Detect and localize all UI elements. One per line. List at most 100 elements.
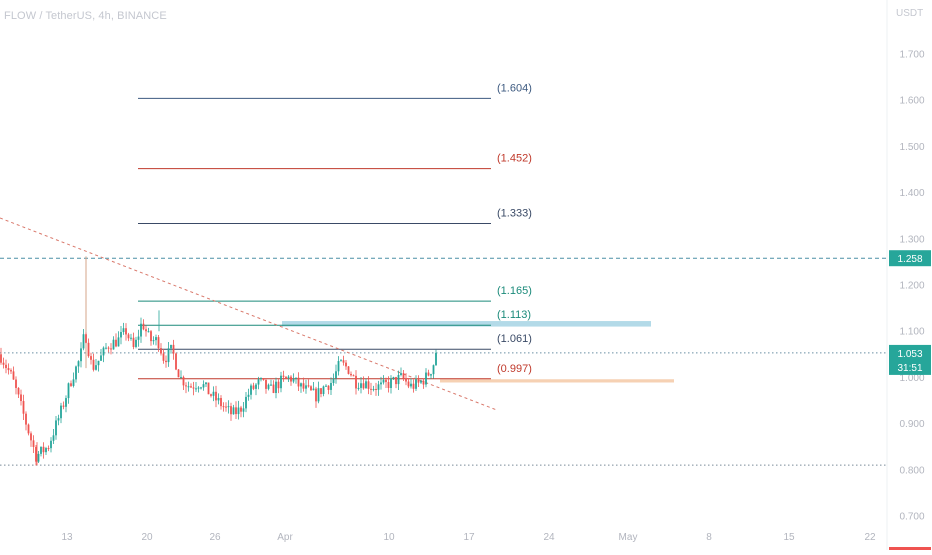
candle-body: [222, 406, 225, 408]
current-price-value: 1.053: [897, 349, 922, 360]
candle-body: [37, 453, 40, 462]
candle-body: [335, 371, 337, 379]
time-axis: 13 20 26 Apr 10 17 24 May 8 15 22: [61, 532, 876, 543]
candle-body: [302, 383, 305, 389]
candle-body: [410, 383, 412, 387]
candle-body: [87, 342, 90, 357]
candle-body: [305, 385, 307, 389]
candle-body: [177, 369, 180, 378]
candle-body: [430, 374, 432, 376]
candle-body: [312, 388, 315, 391]
candle-body: [380, 382, 382, 385]
candle-body: [115, 339, 117, 347]
candle-body: [315, 388, 317, 402]
candle-body: [10, 370, 12, 372]
candle-body: [187, 386, 190, 388]
x-tick-label: 10: [383, 532, 395, 543]
candle-body: [397, 374, 400, 385]
candle-body: [90, 356, 92, 360]
candle-body: [197, 387, 200, 389]
candle-body: [100, 355, 102, 361]
candle-body: [317, 388, 320, 402]
candle-body: [255, 384, 257, 389]
level-label: (1.604): [497, 82, 532, 94]
candle-body: [182, 376, 185, 386]
x-tick-label: 26: [209, 532, 221, 543]
y-tick-label: 1.600: [899, 96, 924, 107]
candle-body: [260, 378, 262, 380]
candle-body: [412, 383, 415, 389]
candle-body: [170, 344, 172, 349]
candle-body: [7, 368, 10, 371]
candle-body: [175, 353, 177, 370]
candle-body: [342, 360, 345, 363]
candle-body: [240, 407, 242, 412]
candle-body: [355, 375, 357, 389]
candle-body: [25, 413, 27, 425]
candle-body: [167, 348, 170, 363]
candle-body: [295, 377, 297, 379]
x-tick-label: 13: [61, 532, 73, 543]
candle-body: [267, 384, 270, 389]
candle-body: [45, 448, 47, 453]
candle-body: [377, 384, 380, 390]
level-label: (1.452): [497, 153, 532, 165]
candle-body: [252, 385, 255, 389]
candle-body: [2, 362, 5, 365]
candle-body: [192, 387, 195, 389]
candle-body: [117, 337, 120, 347]
badges-layer: 1.258 1.053 31:51: [889, 250, 931, 550]
candle-body: [382, 379, 385, 383]
candle-body: [390, 378, 392, 388]
orange-zone: [440, 379, 674, 383]
candle-body: [185, 385, 187, 387]
candle-body: [230, 406, 232, 415]
candle-body: [287, 376, 290, 378]
candle-body: [320, 388, 322, 395]
candle-body: [330, 383, 332, 390]
candle-body: [92, 359, 95, 370]
candle-body: [162, 353, 165, 361]
candle-body: [235, 407, 237, 415]
candle-body: [300, 383, 302, 387]
candle-body: [122, 328, 125, 333]
candle-body: [217, 397, 220, 401]
x-tick-label: 24: [543, 532, 555, 543]
candle-body: [352, 375, 355, 377]
candle-body: [42, 446, 45, 453]
candle-body: [132, 337, 135, 347]
candle-body: [420, 380, 422, 383]
candle-body: [332, 378, 335, 384]
y-tick-label: 1.100: [899, 327, 924, 338]
candle-body: [347, 366, 350, 374]
candle-body: [52, 435, 55, 441]
candle-body: [212, 391, 215, 396]
candle-body: [205, 382, 207, 385]
candle-body: [392, 377, 395, 379]
levels-layer: (1.604) (1.452) (1.333) (1.165) (1.113) (1.06…: [138, 82, 532, 380]
candle-body: [105, 347, 107, 349]
candle-body: [85, 334, 87, 343]
x-tick-label: Apr: [277, 532, 293, 543]
candle-body: [265, 379, 267, 389]
candle-body: [402, 373, 405, 379]
candle-body: [365, 381, 367, 389]
candles-layer: [0, 310, 437, 466]
candle-body: [325, 385, 327, 387]
candle-body: [435, 352, 437, 366]
candle-body: [285, 376, 287, 378]
candle-body: [367, 381, 370, 389]
candle-body: [395, 377, 397, 385]
candle-body: [422, 380, 425, 385]
candle-body: [232, 407, 235, 415]
candle-body: [147, 331, 150, 333]
candle-body: [127, 334, 130, 339]
candle-body: [345, 362, 347, 367]
y-tick-label: 0.800: [899, 465, 924, 476]
candle-body: [5, 364, 7, 369]
candle-body: [242, 408, 245, 412]
candle-body: [82, 334, 85, 349]
candle-body: [400, 373, 402, 375]
